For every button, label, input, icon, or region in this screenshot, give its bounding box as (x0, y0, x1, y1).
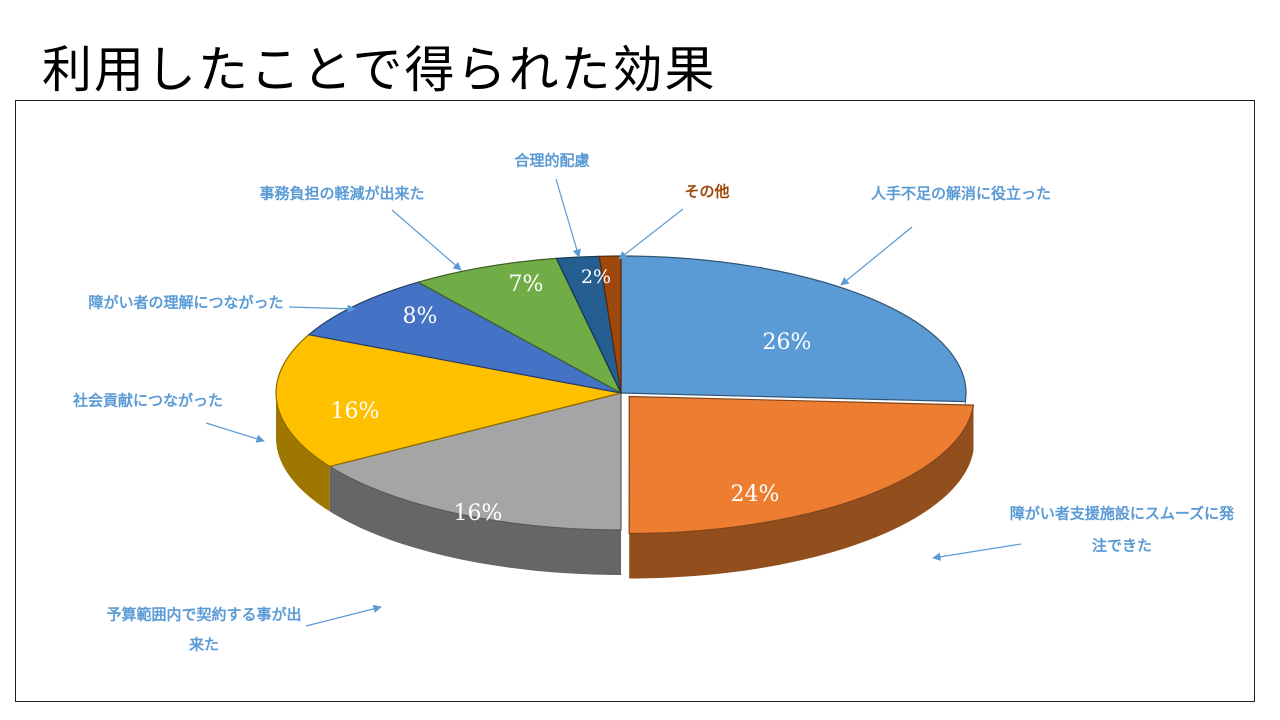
pie-value-label-1: 24% (731, 482, 780, 507)
callout-arrow-3 (205, 422, 265, 443)
pie-tops (275, 255, 975, 535)
pie-values: 26% 24% 16% 16% 8% 7% 2% (331, 266, 812, 526)
callout-label-2-line-1: 来た (188, 636, 219, 654)
pie-slice-1 (628, 395, 975, 535)
callout-arrow-6 (555, 178, 581, 258)
page-title: 利用したことで得られた効果 (42, 41, 717, 99)
pie-side-2 (329, 466, 621, 575)
pie-value-label-0: 26% (763, 330, 812, 355)
callout-label-1-line-0: 障がい者支援施設にスムーズに発 (1010, 505, 1235, 523)
pie-slice-5 (416, 257, 623, 395)
pie-value-label-4: 8% (403, 304, 438, 329)
pie-slice-2 (328, 392, 622, 531)
pie-side-3 (276, 393, 330, 512)
callout-label-2-line-0: 予算範囲内で契約する事が出 (106, 606, 301, 624)
callout-label-1-line-1: 注できた (1092, 537, 1152, 555)
callout-arrow-0 (840, 226, 913, 286)
callout-label-0: 人手不足の解消に役立った (871, 185, 1051, 203)
callout-arrow-7 (618, 208, 684, 260)
callout-label-7: その他 (684, 183, 729, 201)
callout-arrow-4 (288, 304, 356, 313)
callout-label-6: 合理的配慮 (513, 152, 589, 170)
pie-side-1 (629, 405, 974, 579)
pie-slice-0 (620, 255, 967, 403)
pie-value-label-5: 7% (509, 272, 544, 297)
pie-value-label-2: 16% (454, 501, 503, 526)
pie-slice-3 (275, 334, 622, 468)
callout-arrow-2 (305, 604, 382, 627)
chart-frame: 26% 24% 16% 16% 8% 7% 2% 人手不足の解消に役立った障がい者支援施設に… (15, 100, 1255, 702)
pie-value-label-3: 16% (331, 399, 380, 424)
callout-label-5: 事務負担の軽減が出来た (259, 185, 424, 203)
callout-arrow-1 (932, 543, 1022, 561)
pie-callouts: 人手不足の解消に役立った障がい者支援施設にスムーズに発注できた予算範囲内で契約す… (72, 152, 1235, 654)
callout-label-3: 社会貢献につながった (72, 392, 223, 410)
pie-chart: 26% 24% 16% 16% 8% 7% 2% 人手不足の解消に役立った障がい者支援施設に… (72, 152, 1235, 654)
callout-label-4: 障がい者の理解につながった (88, 294, 283, 312)
callout-arrow-5 (391, 209, 462, 271)
pie-value-label-6: 2% (581, 266, 611, 288)
